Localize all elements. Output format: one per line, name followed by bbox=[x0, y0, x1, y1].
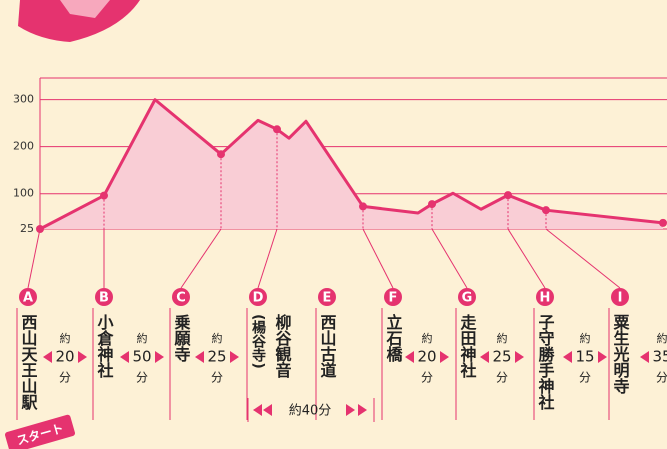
station-alt-name: (楊谷寺) bbox=[250, 314, 266, 369]
walk-prefix: 約 bbox=[580, 331, 591, 345]
arrow bbox=[358, 404, 367, 416]
walk-prefix: 約 bbox=[422, 331, 433, 345]
marker bbox=[359, 202, 367, 210]
y-tick-label: 100 bbox=[13, 187, 34, 200]
chart: 25 100 200 300 A 西山天王山駅 B 小倉神社 C 乗願寺 D 柳谷観音 (楊谷寺) E 西山… bbox=[0, 0, 667, 449]
station-name: 子守勝手神社 bbox=[536, 314, 556, 411]
marker bbox=[542, 206, 550, 214]
walk-unit: 分 bbox=[421, 371, 433, 385]
connector bbox=[508, 229, 545, 288]
long-walk: 約40分 bbox=[289, 404, 332, 419]
connector bbox=[546, 229, 620, 288]
area bbox=[40, 100, 663, 229]
arrow bbox=[195, 351, 204, 363]
station-letter: A bbox=[23, 291, 33, 306]
marker bbox=[100, 192, 108, 200]
y-tick-label: 300 bbox=[13, 93, 34, 106]
station-name: 西山古道 bbox=[318, 314, 337, 378]
station-letter: G bbox=[462, 291, 473, 306]
station-letter: H bbox=[540, 291, 551, 306]
walk-unit: 分 bbox=[496, 371, 508, 385]
arrow bbox=[43, 351, 52, 363]
arrow bbox=[598, 351, 607, 363]
arrow bbox=[230, 351, 239, 363]
connector bbox=[28, 229, 40, 288]
station-name: 走田神社 bbox=[458, 313, 478, 379]
station-letter: D bbox=[253, 291, 264, 306]
station-name: 小倉神社 bbox=[95, 314, 115, 379]
connector bbox=[181, 229, 221, 288]
walk-unit: 分 bbox=[579, 371, 591, 385]
walk-minutes: 35 bbox=[652, 348, 667, 366]
arrow bbox=[155, 351, 164, 363]
walk-minutes: 15 bbox=[575, 348, 594, 366]
marker bbox=[273, 125, 281, 133]
walk-minutes: 25 bbox=[207, 348, 226, 366]
arrow bbox=[120, 351, 129, 363]
station-letter: I bbox=[618, 291, 623, 306]
walk-prefix: 約 bbox=[60, 331, 71, 345]
start-tag: スタート bbox=[4, 414, 75, 449]
walk-prefix: 約 bbox=[497, 331, 508, 345]
walk-unit: 分 bbox=[59, 371, 71, 385]
station-letter: F bbox=[389, 291, 398, 306]
arrow bbox=[405, 351, 414, 363]
walk-prefix: 約 bbox=[137, 331, 148, 345]
walk-prefix: 約 bbox=[657, 331, 667, 345]
arrow bbox=[563, 351, 572, 363]
station-letter: E bbox=[323, 291, 332, 306]
arrow bbox=[253, 404, 262, 416]
marker bbox=[659, 219, 667, 227]
connector bbox=[258, 229, 277, 288]
walk-minutes: 25 bbox=[492, 348, 511, 366]
connector bbox=[363, 229, 393, 288]
arrow bbox=[78, 351, 87, 363]
marker bbox=[504, 191, 512, 199]
walk-minutes: 20 bbox=[417, 348, 436, 366]
station-letter: C bbox=[176, 291, 186, 306]
station-name: 粟生光明寺 bbox=[611, 314, 631, 395]
y-tick-label: 25 bbox=[20, 222, 34, 235]
walk-unit: 分 bbox=[211, 371, 223, 385]
walk-prefix: 約 bbox=[212, 331, 223, 345]
marker bbox=[36, 225, 44, 233]
page: 25 100 200 300 A 西山天王山駅 B 小倉神社 C 乗願寺 D 柳谷観音 (楊谷寺) E 西山… bbox=[0, 0, 667, 449]
station-name: 立石橋 bbox=[384, 313, 404, 363]
walk-unit: 分 bbox=[656, 371, 667, 385]
arrow bbox=[480, 351, 489, 363]
arrow bbox=[515, 351, 524, 363]
station-name: 乗願寺 bbox=[172, 314, 191, 363]
arrow bbox=[263, 404, 272, 416]
arrow bbox=[346, 404, 355, 416]
walk-unit: 分 bbox=[136, 371, 148, 385]
arrow bbox=[640, 351, 649, 363]
station-name: 西山天王山駅 bbox=[19, 314, 39, 411]
station-letter: B bbox=[99, 291, 109, 306]
marker bbox=[217, 150, 225, 158]
marker bbox=[428, 200, 436, 208]
connector bbox=[432, 229, 467, 288]
walk-minutes: 50 bbox=[132, 348, 151, 366]
arrow bbox=[440, 351, 449, 363]
walk-minutes: 20 bbox=[55, 348, 74, 366]
station-name: 柳谷観音 bbox=[273, 313, 292, 379]
y-tick-label: 200 bbox=[13, 140, 34, 153]
